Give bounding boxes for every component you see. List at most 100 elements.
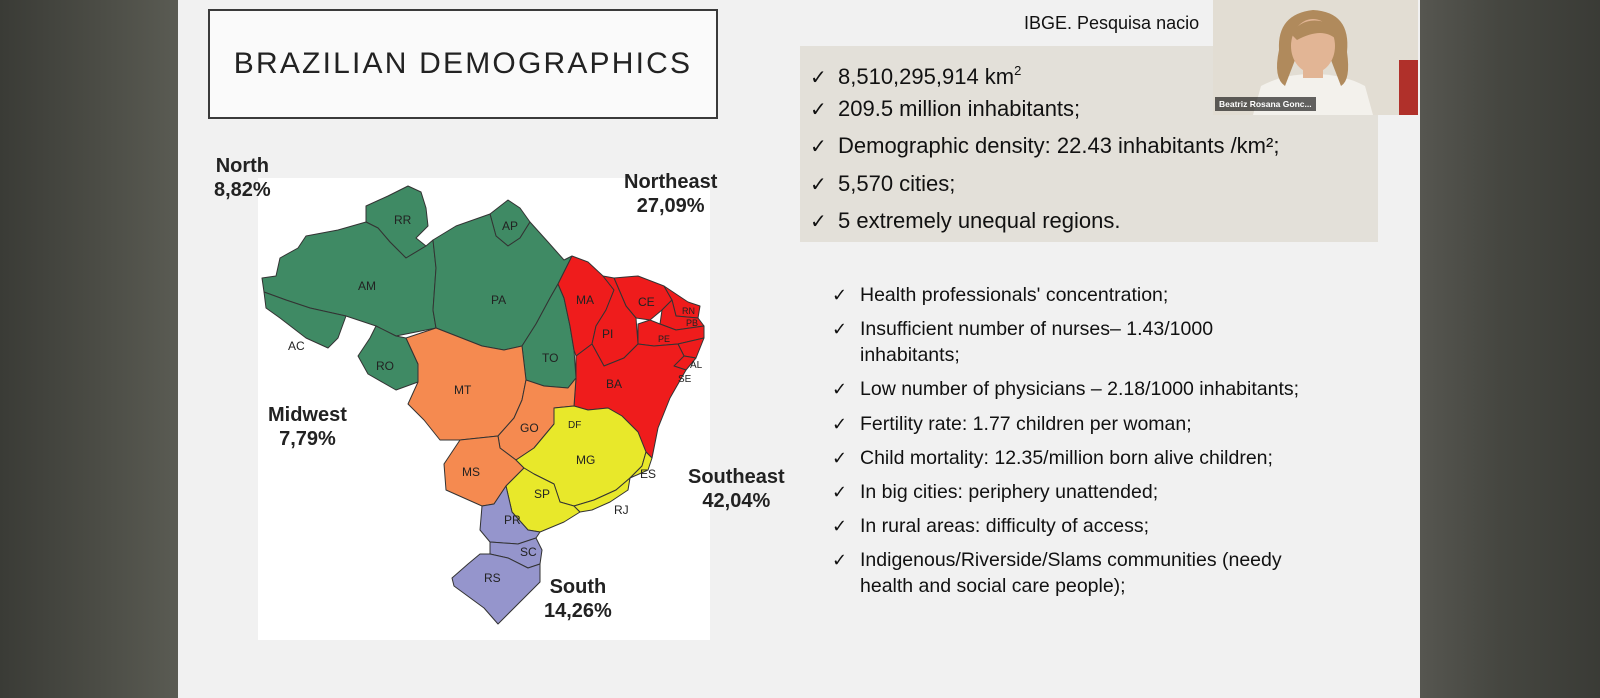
brazil-map-panel: RR AP AM PA AC RO TO MA CE PI RN PB PE A… [258,178,710,640]
state-label-pe: PE [658,334,670,344]
region-name: Midwest [268,404,347,426]
region-name: South [549,576,607,598]
check-icon: ✓ [832,319,848,340]
issue-item-continuation: health and social care people); [832,573,1392,599]
facts-list: ✓ 8,510,295,914 km2 ✓ 209.5 million inhabi… [800,52,1378,240]
left-backdrop [0,0,178,698]
issue-text: In big cities: periphery unattended; [860,480,1159,503]
fact-item: ✓ 5 extremely unequal regions. [810,202,1378,240]
fact-text: Demographic density: 22.43 inhabitants /… [838,133,1280,158]
check-icon: ✓ [832,285,848,305]
issue-item: ✓ Indigenous/Riverside/Slams communities … [832,547,1392,573]
region-name: Northeast [624,171,718,193]
state-label-rn: RN [682,306,695,316]
check-icon: ✓ [832,516,848,537]
region-name: Southeast [688,466,785,488]
issue-text: Indigenous/Riverside/Slams communities (… [860,549,1282,572]
brazil-map: RR AP AM PA AC RO TO MA CE PI RN PB PE A… [261,185,705,625]
issue-item: ✓ In rural areas: difficulty of access; [832,513,1392,539]
check-icon: ✓ [832,413,848,434]
state-pr [479,485,541,545]
facts-box: ✓ 8,510,295,914 km2 ✓ 209.5 million inhabi… [800,46,1378,242]
state-label-mt: MT [454,383,472,397]
fact-item: ✓ 209.5 million inhabitants; [810,90,1378,128]
state-label-es: ES [640,467,656,481]
fact-text: 5,570 cities; [838,170,956,196]
slide-title: BRAZILIAN DEMOGRAPHICS [233,47,693,80]
state-label-pi: PI [602,327,613,341]
region-label-southeast: Southeast 42,04% [688,465,785,513]
state-es [629,451,653,479]
state-ac [263,291,347,349]
region-label-north: North 8,82% [214,154,271,202]
right-backdrop [1420,0,1600,698]
state-label-to: TO [542,351,558,365]
region-percentage: 14,26% [544,600,612,622]
state-label-al: AL [690,360,703,371]
issue-text: Child mortality: 12.35/million born aliv… [860,446,1273,469]
participant-video-tile[interactable]: Beatriz Rosana Gonc... [1213,0,1418,115]
issues-list: ✓ Health professionals' concentration; ✓ I… [832,282,1392,608]
state-am [261,221,437,337]
state-label-ma: MA [576,293,594,307]
issue-item: ✓ Low number of physicians – 2.18/1000 in… [832,376,1392,402]
source-citation: IBGE. Pesquisa nacio [1024,13,1200,33]
state-label-ac: AC [288,339,305,353]
issue-text: Insufficient number of nurses– 1.43/1000 [860,318,1214,341]
issue-item: ✓ Insufficient number of nurses– 1.43/100… [832,316,1392,342]
fact-superscript: 2 [1014,63,1022,78]
issue-text: In rural areas: difficulty of access; [860,515,1150,538]
state-label-pa: PA [491,293,506,307]
state-label-ba: BA [606,377,622,391]
fact-text: 209.5 million inhabitants; [838,95,1081,121]
region-name: North [215,155,270,177]
issue-item: ✓ Child mortality: 12.35/million born ali… [832,445,1392,471]
issue-text: health and social care people); [860,575,1126,598]
check-icon: ✓ [832,481,848,502]
state-label-pr: PR [504,513,521,527]
check-icon: ✓ [810,98,827,121]
region-label-midwest: Midwest 7,79% [268,403,347,451]
issue-text: Health professionals' concentration; [860,284,1169,306]
state-label-ap: AP [502,219,518,233]
state-ro [357,325,419,391]
region-percentage: 7,79% [279,428,336,450]
check-icon: ✓ [832,550,848,571]
state-rs [451,553,541,625]
state-rj [573,477,631,513]
region-percentage: 27,09% [636,195,705,217]
check-icon: ✓ [810,173,827,196]
state-label-sp: SP [534,487,550,501]
presentation-slide: BRAZILIAN DEMOGRAPHICS IBGE. Pesquisa na… [178,0,1420,698]
issue-item: ✓ In big cities: periphery unattended; [832,479,1392,505]
issue-item: ✓ Fertility rate: 1.77 children per woman… [832,411,1392,437]
check-icon: ✓ [810,211,827,233]
issue-text: inhabitants; [860,344,960,367]
state-label-rr: RR [394,213,412,227]
state-label-pb: PB [686,318,698,328]
state-label-se: SE [678,374,692,385]
issue-item: ✓ Health professionals' concentration; [832,282,1392,308]
check-icon: ✓ [810,67,827,89]
check-icon: ✓ [832,379,848,400]
fact-text: 8,510,295,914 km [838,64,1015,89]
issue-text: Low number of physicians – 2.18/1000 inh… [860,378,1300,401]
state-label-ce: CE [638,295,655,309]
state-label-df: DF [568,420,581,431]
region-percentage: 8,82% [214,179,271,201]
issue-text: Fertility rate: 1.77 children per woman; [860,412,1192,435]
title-box: BRAZILIAN DEMOGRAPHICS [208,9,718,119]
fact-text: 5 extremely unequal regions. [838,208,1121,233]
check-icon: ✓ [810,136,827,158]
state-label-rs: RS [484,571,501,585]
state-label-rj: RJ [614,503,629,517]
state-label-sc: SC [520,545,537,559]
region-label-south: South 14,26% [544,575,612,623]
fact-item: ✓ Demographic density: 22.43 inhabitants … [810,127,1378,165]
state-label-go: GO [520,421,539,435]
check-icon: ✓ [832,447,848,468]
state-label-mg: MG [576,453,595,467]
region-percentage: 42,04% [702,490,771,512]
state-label-am: AM [358,279,376,293]
issue-item-continuation: inhabitants; [832,342,1392,368]
